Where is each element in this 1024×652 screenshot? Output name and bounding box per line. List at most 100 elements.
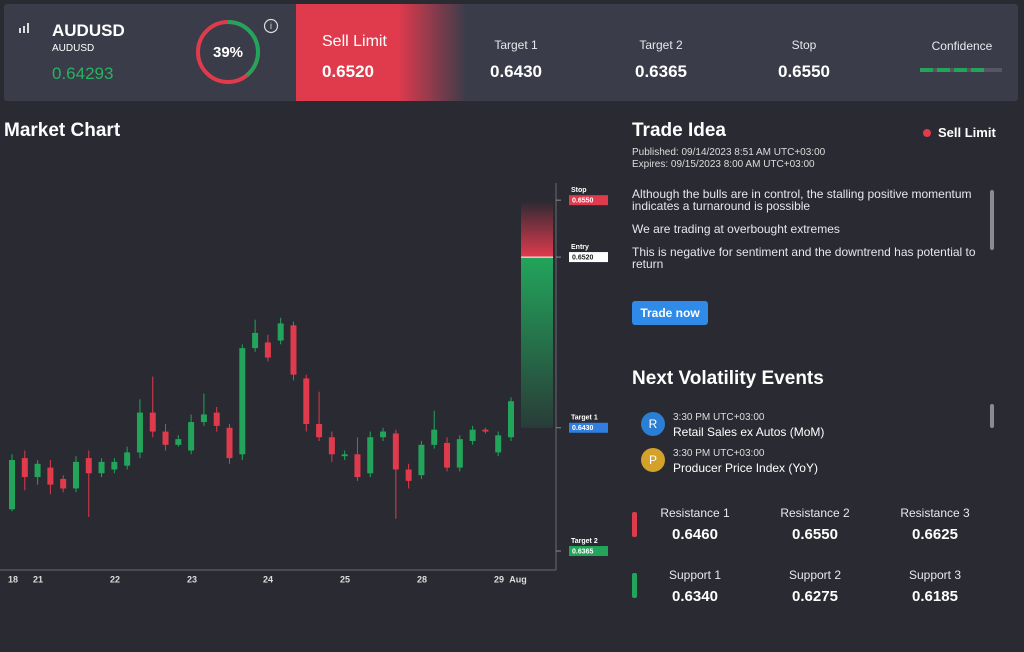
- level-name: Entry: [571, 244, 589, 251]
- candle-body: [111, 461, 118, 470]
- candle-body: [405, 469, 412, 481]
- order-type: Sell Limit: [322, 33, 387, 50]
- support-label: Support 3: [908, 568, 962, 582]
- symbol: AUDUSD: [52, 21, 125, 40]
- event-icon: P: [641, 448, 665, 472]
- market-chart: 18 21 22 23 24 25 28 29 Aug Stop 0.6550 Entry 0.6520…: [0, 183, 608, 584]
- trade-now-button[interactable]: Trade now: [632, 301, 708, 325]
- entry-price: 0.6520: [322, 62, 374, 81]
- candle-body: [239, 348, 246, 455]
- stop-name: Stop: [791, 38, 817, 52]
- info-glyph: i: [270, 21, 272, 31]
- symbol-sub: AUDUSD: [52, 43, 95, 54]
- x-tick-label: 25: [340, 574, 350, 584]
- x-tick-label: Aug: [509, 574, 527, 584]
- candle-body: [456, 439, 463, 468]
- badge-dot: [923, 129, 931, 137]
- level-price: 0.6430: [572, 425, 594, 432]
- candle-body: [252, 332, 259, 349]
- candle-body: [367, 437, 374, 474]
- candle-body: [482, 429, 489, 432]
- x-tick-label: 21: [33, 574, 43, 584]
- candle-body: [431, 429, 438, 445]
- events-title: Next Volatility Events: [632, 368, 824, 389]
- event-time: 3:30 PM UTC+03:00: [673, 448, 765, 459]
- candle-body: [200, 414, 207, 423]
- level-price: 0.6550: [572, 198, 594, 205]
- confidence-label: Confidence: [931, 39, 993, 53]
- candle-body: [47, 467, 54, 485]
- resistance-label: Resistance 3: [900, 506, 970, 520]
- candle-body: [213, 412, 220, 426]
- x-tick-label: 18: [8, 574, 18, 584]
- candle-body: [277, 323, 284, 341]
- top-bar: [4, 4, 1018, 101]
- scrollbar[interactable]: [990, 190, 994, 250]
- published: Published: 09/14/2023 8:51 AM UTC+03:00: [632, 147, 826, 158]
- paragraph: Although the bulls are in control, the s…: [632, 187, 972, 213]
- candle-body: [175, 439, 182, 445]
- expires: Expires: 09/15/2023 8:00 AM UTC+03:00: [632, 159, 815, 170]
- target-value: 0.6430: [490, 62, 542, 81]
- level-name: Target 1: [571, 415, 598, 422]
- support-value: 0.6275: [792, 588, 838, 605]
- candle-body: [444, 442, 451, 468]
- event-icon: R: [641, 412, 665, 436]
- candle-body: [149, 412, 156, 432]
- candle-body: [21, 458, 28, 478]
- event-time: 3:30 PM UTC+03:00: [673, 412, 765, 423]
- paragraph: We are trading at overbought extremes: [632, 222, 840, 236]
- resistance-label: Resistance 1: [660, 506, 730, 520]
- reward-zone: [521, 257, 553, 428]
- info-icon[interactable]: [263, 18, 279, 34]
- candle-body: [392, 433, 399, 470]
- candle-body: [124, 452, 131, 466]
- support-value: 0.6340: [672, 588, 718, 605]
- candle-body: [72, 461, 79, 489]
- target-name: Target 1: [494, 38, 538, 52]
- candle-body: [341, 454, 348, 457]
- candle-body: [188, 422, 195, 451]
- target-value: 0.6365: [635, 62, 687, 81]
- candle-body: [85, 458, 92, 474]
- level-name: Stop: [571, 187, 587, 194]
- candle-body: [495, 435, 502, 453]
- order-panel: [296, 4, 466, 101]
- candle-body: [162, 431, 169, 445]
- resistance-marker: [632, 512, 637, 537]
- x-tick-label: 24: [263, 574, 273, 584]
- support-marker: [632, 573, 637, 598]
- support-value: 0.6185: [912, 588, 958, 605]
- x-tick-label: 23: [187, 574, 197, 584]
- paragraph: This is negative for sentiment and the d…: [632, 245, 976, 271]
- scrollbar[interactable]: [990, 404, 994, 428]
- chart-title: Market Chart: [4, 120, 121, 141]
- level-price: 0.6365: [572, 548, 594, 555]
- resistance-label: Resistance 2: [780, 506, 850, 520]
- level-tag: [569, 195, 608, 206]
- candle-body: [508, 401, 514, 438]
- target-name: Target 2: [639, 38, 683, 52]
- candle-body: [469, 429, 476, 442]
- candle-body: [354, 454, 361, 478]
- level-tag: [569, 546, 608, 557]
- candle-body: [303, 378, 310, 424]
- trade-idea-title: Trade Idea: [632, 120, 726, 141]
- support-label: Support 1: [668, 568, 722, 582]
- x-tick-label: 29: [494, 574, 504, 584]
- symbol-icon: [19, 23, 29, 33]
- x-tick-label: 28: [417, 574, 427, 584]
- level-tag: [569, 252, 608, 263]
- support-label: Support 2: [788, 568, 842, 582]
- candle-body: [328, 437, 335, 455]
- resistance-value: 0.6460: [672, 526, 718, 543]
- candle-body: [98, 461, 105, 474]
- candle-body: [264, 342, 271, 358]
- candle-body: [316, 423, 323, 438]
- event-name: Producer Price Index (YoY): [673, 461, 818, 475]
- candle-body: [418, 444, 425, 476]
- event-name: Retail Sales ex Autos (MoM): [673, 425, 825, 439]
- badge: Sell Limit: [938, 125, 996, 140]
- stop-value: 0.6550: [778, 62, 830, 81]
